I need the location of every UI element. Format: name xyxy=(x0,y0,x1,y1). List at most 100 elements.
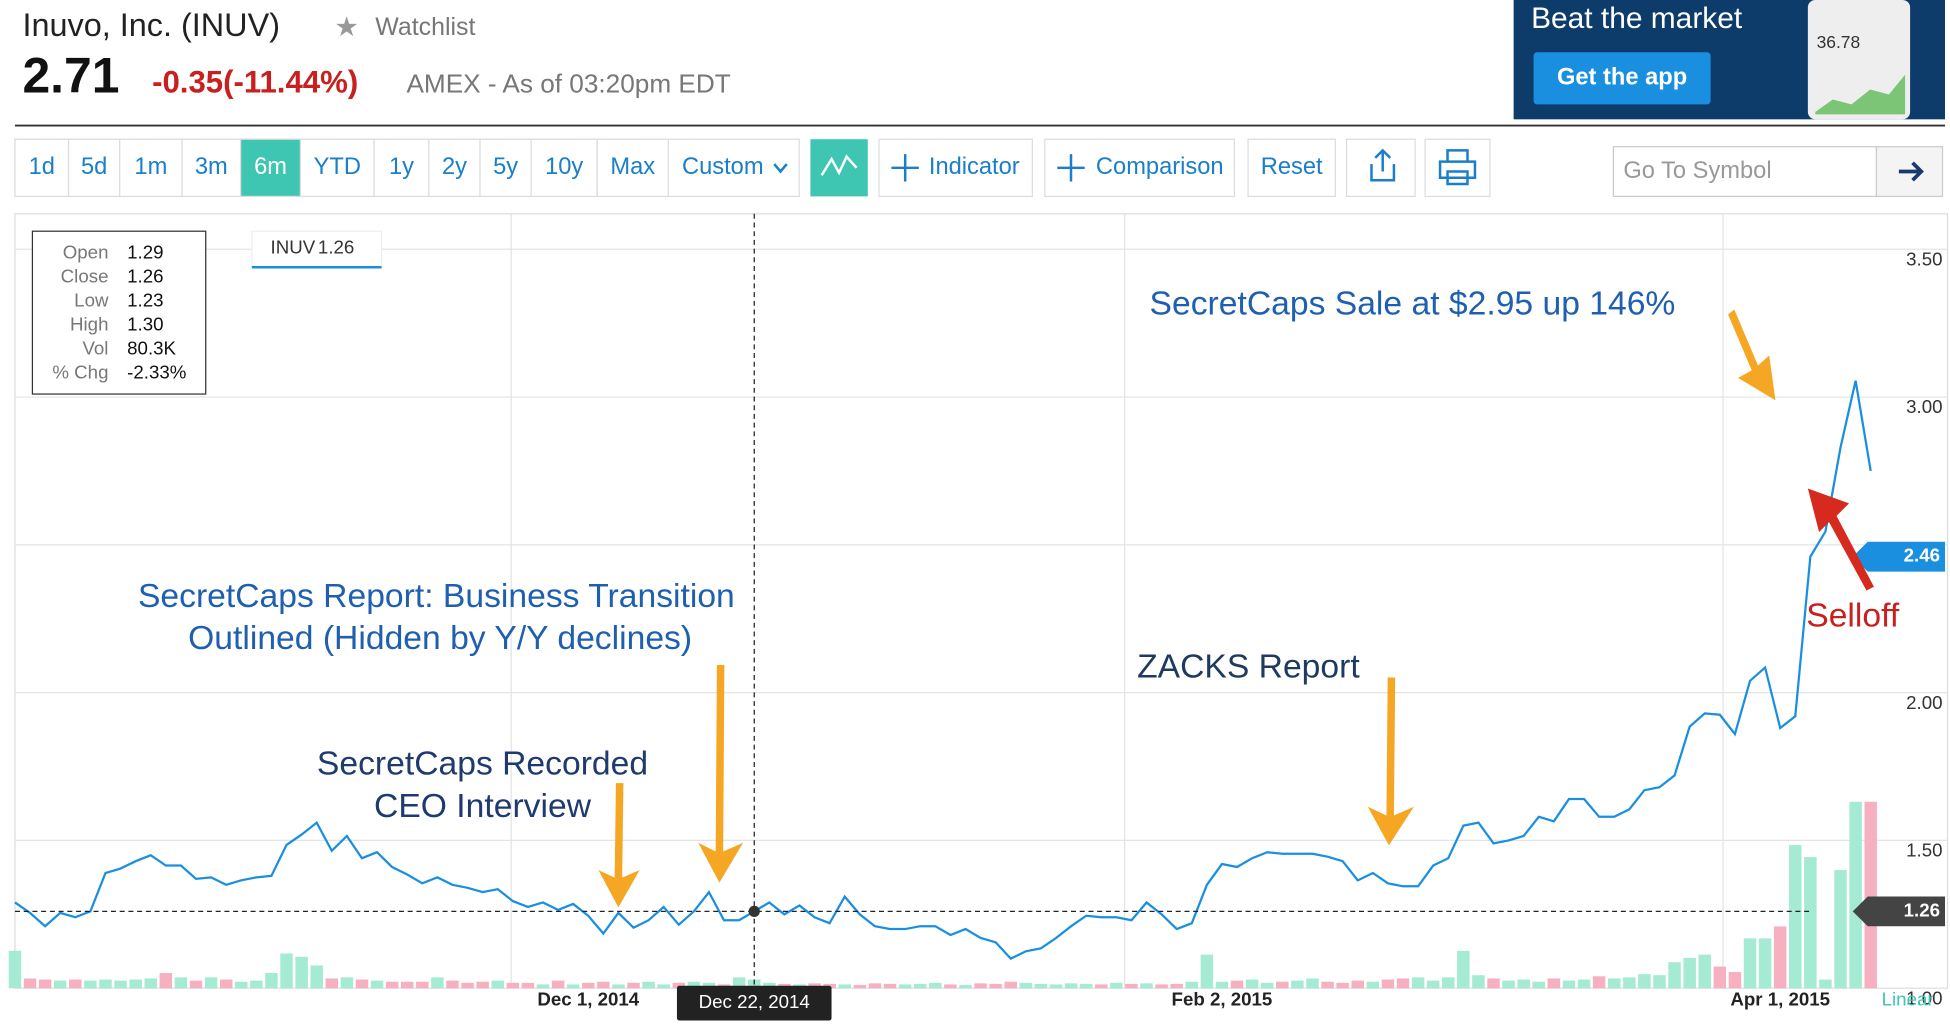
volume-bar xyxy=(1547,978,1561,989)
volume-bar xyxy=(1713,966,1727,989)
toolbar: Custom Indicator Comparison Reset Go To … xyxy=(14,138,1944,198)
volume-bar xyxy=(159,973,173,989)
volume-bar xyxy=(1306,978,1319,989)
crosshair-date-box xyxy=(676,985,832,1021)
volume-bar xyxy=(400,981,414,989)
range-button[interactable] xyxy=(596,138,669,198)
volume-bar xyxy=(1517,979,1530,989)
crosshair-point xyxy=(748,905,760,917)
info-label: Vol xyxy=(82,338,108,359)
info-value: 1.26 xyxy=(127,266,163,287)
ad-button-label[interactable]: Get the app xyxy=(1557,65,1687,91)
comparison-label[interactable]: Comparison xyxy=(1096,154,1224,180)
range-label[interactable]: YTD xyxy=(314,154,361,180)
chart-type-button[interactable] xyxy=(810,139,868,197)
volume-bar xyxy=(974,983,987,989)
print-button[interactable] xyxy=(1424,138,1491,198)
info-value: 80.3K xyxy=(127,338,176,359)
volume-bar xyxy=(431,977,444,989)
range-label[interactable]: 1d xyxy=(29,154,55,180)
range-button[interactable] xyxy=(299,138,375,198)
chart-type-icon xyxy=(820,154,858,176)
annotation: Selloff xyxy=(1806,598,1900,635)
volume-bar xyxy=(8,950,22,989)
volume-bar xyxy=(944,984,957,989)
watchlist[interactable]: Watchlist xyxy=(375,13,475,41)
volume-bar xyxy=(1819,979,1832,989)
range-label[interactable]: 1y xyxy=(389,154,414,180)
plot: Dec 1, 2014 Feb 2, 2015 Apr 1, 2015 Dec 22,… xyxy=(14,213,1946,1021)
volume-bar xyxy=(657,984,670,989)
volume-bar xyxy=(38,979,52,989)
range-label[interactable]: 5y xyxy=(493,154,518,180)
volume-bar xyxy=(1411,977,1425,989)
volume-bar xyxy=(1230,980,1244,989)
company-name: Inuvo, Inc. (INUV) xyxy=(22,7,280,43)
volume-bar xyxy=(385,981,399,989)
arrows xyxy=(598,309,1874,908)
volume-bar xyxy=(1396,978,1410,989)
range-button[interactable] xyxy=(181,138,242,198)
volume-bar xyxy=(1019,982,1033,989)
volume-bar xyxy=(642,981,655,989)
volume-bar xyxy=(69,979,82,989)
range-label[interactable]: 1m xyxy=(134,154,167,180)
range-label[interactable]: 5d xyxy=(81,154,107,180)
info-box: Open 1.29 Close 1.26 Low 1.23 High 1.30 Vol 80.3K… xyxy=(31,230,207,395)
volume-bar xyxy=(340,977,354,989)
volume-bar xyxy=(1592,976,1606,989)
volume-bar xyxy=(1034,983,1048,989)
custom-range[interactable]: Custom xyxy=(682,154,764,180)
volume-bar xyxy=(446,980,459,989)
range-label[interactable]: Max xyxy=(610,154,655,180)
range-button[interactable] xyxy=(479,138,532,198)
volume-bar xyxy=(416,981,429,989)
range-button[interactable] xyxy=(67,138,121,198)
reset-button[interactable] xyxy=(1247,138,1336,198)
ad-button[interactable] xyxy=(1533,52,1711,105)
price-change: -0.35(-11.44%) xyxy=(152,65,358,100)
volume-bar xyxy=(174,977,188,989)
volume-bar xyxy=(1366,981,1380,989)
range-label[interactable]: 3m xyxy=(195,154,228,180)
volume-bar xyxy=(1200,954,1214,989)
volume-bar xyxy=(1004,981,1017,989)
range-button[interactable] xyxy=(373,138,430,198)
chart-frame xyxy=(14,213,1949,989)
volume-bar xyxy=(898,984,912,989)
volume-bar xyxy=(1668,962,1681,989)
volume-bar xyxy=(355,979,369,989)
price: 2.71 xyxy=(22,48,119,104)
volume-bar xyxy=(99,979,112,989)
star-icon[interactable]: ★ xyxy=(334,11,359,42)
volume-bar xyxy=(838,984,852,989)
volume-bar xyxy=(913,983,927,989)
chevron xyxy=(773,163,788,174)
info-label: Close xyxy=(61,266,109,287)
volume-bar xyxy=(53,980,67,989)
annotation: CEO Interview xyxy=(374,788,592,825)
symbol-placeholder[interactable]: Go To Symbol xyxy=(1623,158,1771,184)
volume-bar xyxy=(853,984,867,989)
ad-banner[interactable]: Beat the market Get the app 36.78 xyxy=(1513,0,1946,120)
share-button[interactable] xyxy=(1345,138,1416,198)
range-label[interactable]: 2y xyxy=(442,154,467,180)
indicator-label[interactable]: Indicator xyxy=(929,154,1020,180)
crosshair-date: Dec 22, 2014 xyxy=(699,991,810,1012)
range-button[interactable] xyxy=(530,138,598,198)
reset-label[interactable]: Reset xyxy=(1261,154,1323,180)
range-label[interactable]: 6m xyxy=(254,154,287,180)
volume-bar xyxy=(189,980,203,989)
range-button[interactable] xyxy=(14,138,70,198)
time-grid xyxy=(510,213,1724,989)
scale-label[interactable]: Linear xyxy=(1882,989,1934,1010)
range-button[interactable] xyxy=(428,138,481,198)
volume-bar xyxy=(1351,980,1364,989)
arrow xyxy=(1367,677,1414,846)
volume-bar xyxy=(1728,971,1742,989)
y-tick-label: 1.50 xyxy=(1906,840,1942,861)
volume-bar xyxy=(491,980,504,989)
info-value: 1.23 xyxy=(127,290,163,311)
annotation: ZACKS Report xyxy=(1137,649,1360,686)
range-label[interactable]: 10y xyxy=(545,154,583,180)
